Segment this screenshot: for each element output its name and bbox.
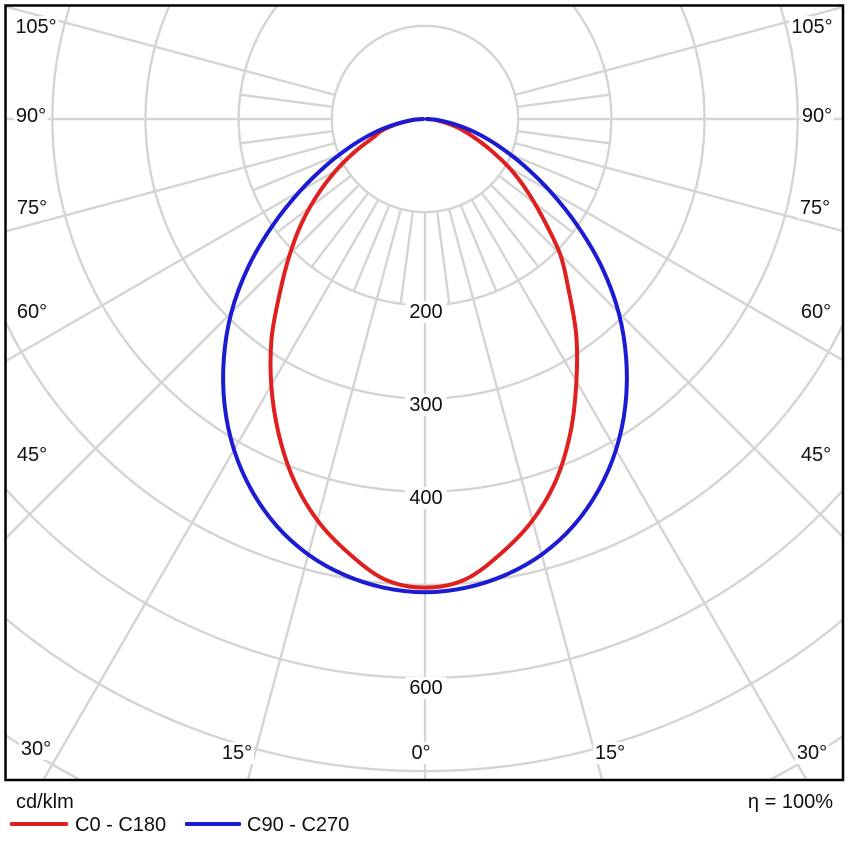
- gamma-angle-label: 15°: [592, 742, 628, 764]
- gamma-angle-label: 90°: [13, 105, 49, 127]
- grid-minor-spoke: [399, 211, 415, 304]
- grid-spoke-105: [514, 6, 842, 97]
- grid-spoke-minus-105: [6, 6, 336, 97]
- legend-swatch-c90-c270: [185, 822, 241, 826]
- radial-value-label: 600: [405, 677, 447, 699]
- grid-minor-spoke: [240, 129, 333, 145]
- grid-minor-spoke: [435, 211, 451, 304]
- gamma-angle-label: 45°: [14, 444, 50, 466]
- grid-spoke-30: [470, 199, 808, 779]
- grid-minor-spoke: [252, 153, 340, 192]
- light-output-ratio-label: η = 100%: [747, 791, 833, 813]
- grid-spoke-minus-30: [42, 199, 380, 779]
- gamma-angle-label: 75°: [797, 197, 833, 219]
- legend-label-c0-c180: C0 - C180: [75, 814, 167, 836]
- grid-spoke-45: [490, 184, 842, 538]
- grid-minor-spoke: [352, 204, 391, 292]
- grid-spoke-60: [505, 164, 842, 362]
- plot-border: [4, 4, 845, 782]
- gamma-angle-label: 15°: [219, 742, 255, 764]
- gamma-angle-label: 60°: [14, 301, 50, 323]
- gamma-angle-label: 75°: [14, 197, 50, 219]
- gamma-angle-label: 60°: [798, 301, 834, 323]
- legend-swatch-c0-c180: [10, 822, 68, 826]
- grid-minor-spoke: [459, 204, 498, 292]
- radial-value-label: 300: [405, 394, 447, 416]
- gamma-angle-label: 45°: [798, 444, 834, 466]
- grid-spoke-minus-75: [6, 141, 336, 233]
- legend-label-c90-c270: C90 - C270: [247, 814, 350, 836]
- grid-minor-spoke: [276, 174, 352, 234]
- grid-minor-spoke: [510, 153, 598, 192]
- radial-value-label: 200: [405, 301, 447, 323]
- gamma-angle-label: 0°: [409, 742, 433, 764]
- grid-spoke-minus-60: [6, 164, 345, 363]
- curve-c0-c180: [268, 117, 580, 590]
- gamma-angle-label: 30°: [794, 742, 830, 764]
- radial-value-label: 400: [405, 487, 447, 509]
- grid-spoke-minus-45: [6, 184, 360, 540]
- gamma-angle-label: 105°: [13, 16, 59, 38]
- gamma-angle-label: 105°: [789, 16, 835, 38]
- gamma-angle-label: 30°: [18, 738, 54, 760]
- grid-minor-spoke: [310, 192, 370, 268]
- grid-minor-spoke: [517, 93, 610, 109]
- unit-label: cd/klm: [16, 791, 74, 813]
- grid-minor-spoke: [517, 129, 610, 145]
- grid-spoke-75: [514, 141, 842, 232]
- gamma-angle-label: 90°: [799, 105, 835, 127]
- grid-spoke-15: [447, 208, 604, 779]
- grid-minor-spoke: [240, 93, 333, 109]
- grid-spoke-minus-15: [246, 208, 403, 779]
- grid-minor-spoke: [480, 192, 540, 268]
- curve-c90-c270: [221, 117, 629, 595]
